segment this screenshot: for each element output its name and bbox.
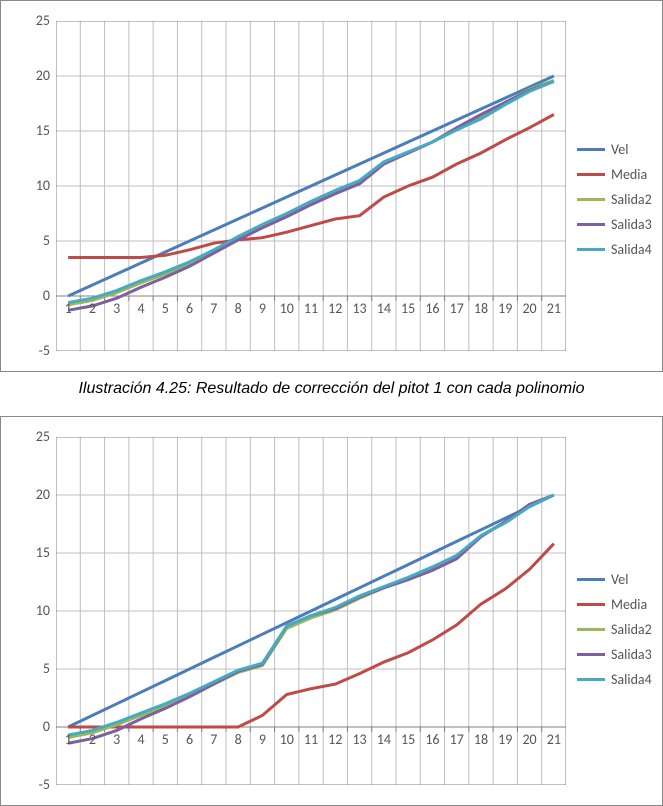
- x-tick-label: 21: [542, 731, 566, 748]
- legend-label: Salida4: [611, 671, 652, 688]
- x-tick-label: 20: [518, 300, 542, 317]
- legend-swatch: [577, 678, 605, 681]
- x-tick-label: 12: [323, 300, 347, 317]
- series-media: [68, 544, 554, 727]
- legend-swatch: [577, 628, 605, 631]
- y-tick-label: 5: [10, 660, 50, 677]
- legend-label: Salida2: [611, 191, 652, 208]
- x-tick-label: 8: [226, 731, 250, 748]
- legend-item-salida2: Salida2: [577, 621, 652, 638]
- chart-caption: Ilustración 4.25: Resultado de correcció…: [0, 380, 663, 398]
- x-tick-label: 15: [396, 300, 420, 317]
- y-tick-label: 0: [10, 287, 50, 304]
- x-tick-label: 6: [178, 300, 202, 317]
- y-tick-label: -5: [10, 776, 50, 793]
- x-tick-label: 8: [226, 300, 250, 317]
- legend-label: Vel: [611, 141, 628, 158]
- x-tick-label: 5: [153, 731, 177, 748]
- x-tick-label: 7: [202, 731, 226, 748]
- legend-item-salida4: Salida4: [577, 241, 652, 258]
- chart2-legend: Vel Media Salida2 Salida3 Salida4: [577, 571, 652, 696]
- x-tick-label: 14: [372, 300, 396, 317]
- x-tick-label: 3: [105, 300, 129, 317]
- x-tick-label: 21: [542, 300, 566, 317]
- legend-label: Salida3: [611, 646, 652, 663]
- x-tick-label: 16: [420, 300, 444, 317]
- series-salida3: [68, 82, 554, 311]
- y-tick-label: 10: [10, 177, 50, 194]
- y-tick-label: 10: [10, 602, 50, 619]
- legend-swatch: [577, 148, 605, 151]
- y-tick-label: 20: [10, 67, 50, 84]
- y-tick-label: -5: [10, 342, 50, 359]
- legend-swatch: [577, 223, 605, 226]
- y-tick-label: 15: [10, 122, 50, 139]
- legend-label: Salida3: [611, 216, 652, 233]
- x-tick-label: 4: [129, 731, 153, 748]
- legend-item-salida3: Salida3: [577, 646, 652, 663]
- x-tick-label: 16: [420, 731, 444, 748]
- legend-swatch: [577, 603, 605, 606]
- x-tick-label: 10: [275, 731, 299, 748]
- y-tick-label: 25: [10, 12, 50, 29]
- x-tick-label: 1: [56, 300, 80, 317]
- legend-swatch: [577, 653, 605, 656]
- y-tick-label: 25: [10, 428, 50, 445]
- y-tick-label: 5: [10, 232, 50, 249]
- legend-label: Vel: [611, 571, 628, 588]
- legend-item-media: Media: [577, 166, 652, 183]
- x-tick-label: 6: [178, 731, 202, 748]
- x-tick-label: 13: [348, 731, 372, 748]
- x-tick-label: 14: [372, 731, 396, 748]
- x-tick-label: 13: [348, 300, 372, 317]
- legend-item-salida4: Salida4: [577, 671, 652, 688]
- x-tick-label: 2: [80, 731, 104, 748]
- legend-item-salida3: Salida3: [577, 216, 652, 233]
- legend-item-media: Media: [577, 596, 652, 613]
- x-tick-label: 18: [469, 731, 493, 748]
- legend-label: Media: [611, 596, 647, 613]
- x-tick-label: 17: [445, 300, 469, 317]
- y-tick-label: 0: [10, 718, 50, 735]
- x-tick-label: 9: [250, 300, 274, 317]
- x-tick-label: 5: [153, 300, 177, 317]
- x-tick-label: 11: [299, 731, 323, 748]
- x-tick-label: 17: [445, 731, 469, 748]
- x-tick-label: 20: [518, 731, 542, 748]
- x-tick-label: 12: [323, 731, 347, 748]
- legend-swatch: [577, 198, 605, 201]
- y-tick-label: 20: [10, 486, 50, 503]
- chart1-legend: Vel Media Salida2 Salida3 Salida4: [577, 141, 652, 266]
- x-tick-label: 7: [202, 300, 226, 317]
- x-tick-label: 4: [129, 300, 153, 317]
- legend-item-vel: Vel: [577, 571, 652, 588]
- x-tick-label: 1: [56, 731, 80, 748]
- legend-label: Salida2: [611, 621, 652, 638]
- legend-swatch: [577, 248, 605, 251]
- legend-swatch: [577, 578, 605, 581]
- x-tick-label: 19: [493, 300, 517, 317]
- x-tick-label: 10: [275, 300, 299, 317]
- x-tick-label: 15: [396, 731, 420, 748]
- legend-label: Salida4: [611, 241, 652, 258]
- x-tick-label: 9: [250, 731, 274, 748]
- legend-swatch: [577, 173, 605, 176]
- x-tick-label: 18: [469, 300, 493, 317]
- legend-item-vel: Vel: [577, 141, 652, 158]
- legend-label: Media: [611, 166, 647, 183]
- x-tick-label: 3: [105, 731, 129, 748]
- x-tick-label: 2: [80, 300, 104, 317]
- legend-item-salida2: Salida2: [577, 191, 652, 208]
- x-tick-label: 19: [493, 731, 517, 748]
- y-tick-label: 15: [10, 544, 50, 561]
- x-tick-label: 11: [299, 300, 323, 317]
